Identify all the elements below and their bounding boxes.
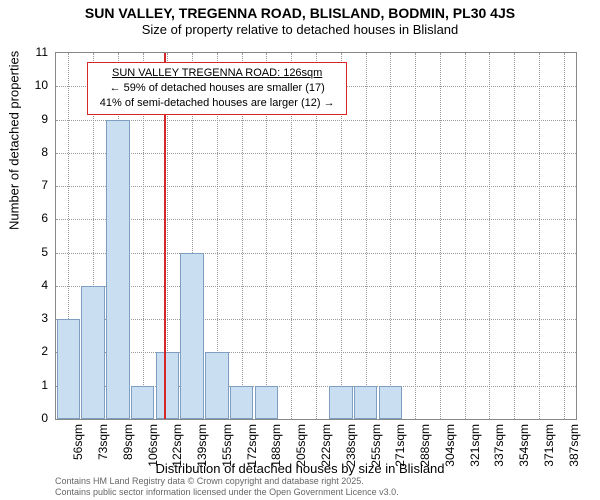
y-tick-label: 6 [28,211,48,225]
histogram-bar [131,386,155,419]
histogram-bar [354,386,378,419]
gridline-v [489,53,490,419]
histogram-bar [81,286,105,419]
chart-title: SUN VALLEY, TREGENNA ROAD, BLISLAND, BOD… [0,0,600,22]
gridline-v [514,53,515,419]
chart-container: SUN VALLEY, TREGENNA ROAD, BLISLAND, BOD… [0,0,600,500]
attribution-line: Contains HM Land Registry data © Crown c… [55,476,399,487]
histogram-bar [329,386,353,419]
gridline-v [465,53,466,419]
histogram-bar [205,352,229,419]
y-tick-label: 7 [28,178,48,192]
y-ticks: 01234567891011 [0,52,52,420]
y-tick-label: 4 [28,278,48,292]
histogram-bar [156,352,180,419]
y-tick-label: 11 [28,45,48,59]
gridline-v [415,53,416,419]
gridline-v [539,53,540,419]
plot-area: SUN VALLEY TREGENNA ROAD: 126sqm← 59% of… [55,52,577,420]
gridline-v [390,53,391,419]
annotation-line: 41% of semi-detached houses are larger (… [94,96,340,111]
histogram-bar [230,386,254,419]
histogram-bar [57,319,81,419]
chart-subtitle: Size of property relative to detached ho… [0,22,600,39]
x-tick-label: 89sqm [121,424,135,460]
annotation-line: ← 59% of detached houses are smaller (17… [94,81,340,96]
histogram-bar [379,386,403,419]
gridline-v [440,53,441,419]
y-tick-label: 2 [28,344,48,358]
y-tick-label: 1 [28,378,48,392]
histogram-bar [106,120,130,419]
x-axis-label: Distribution of detached houses by size … [0,461,600,476]
gridline-v [564,53,565,419]
y-tick-label: 5 [28,245,48,259]
histogram-bar [255,386,279,419]
histogram-bar [180,253,204,419]
annotation-box: SUN VALLEY TREGENNA ROAD: 126sqm← 59% of… [87,62,347,115]
y-tick-label: 10 [28,78,48,92]
y-tick-label: 9 [28,112,48,126]
x-tick-label: 56sqm [71,424,85,460]
attribution-line: Contains public sector information licen… [55,487,399,498]
attribution: Contains HM Land Registry data © Crown c… [55,476,399,498]
y-tick-label: 8 [28,145,48,159]
gridline-v [366,53,367,419]
annotation-line: SUN VALLEY TREGENNA ROAD: 126sqm [94,66,340,81]
y-tick-label: 0 [28,411,48,425]
y-tick-label: 3 [28,311,48,325]
x-tick-label: 73sqm [96,424,110,460]
